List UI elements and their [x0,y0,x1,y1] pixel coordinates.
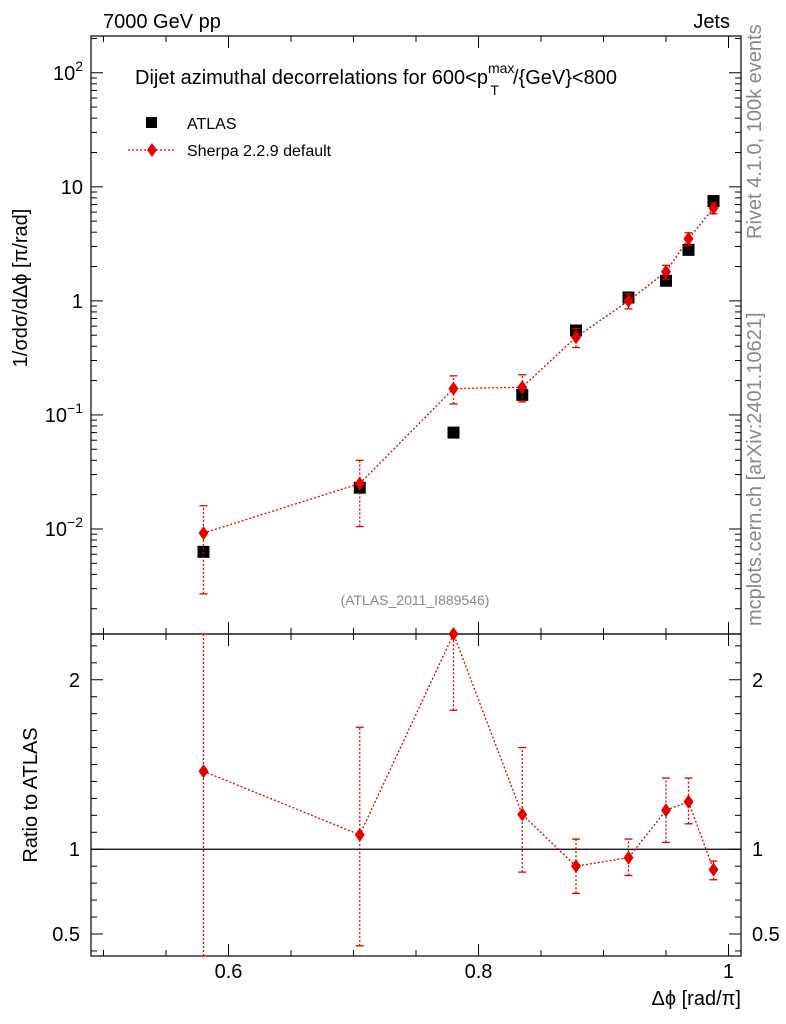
main-ylabel: 1/σdσ/dΔϕ [π/rad] [10,209,32,368]
atlas-point [447,426,460,439]
y-tick-label: 10 [61,177,83,199]
ratio-point [448,627,459,641]
ratio-point [198,764,209,779]
rivet-label: Rivet 4.1.0, 100k events [744,24,766,239]
ratio-point [517,807,528,822]
sherpa-point [661,264,671,279]
sherpa-point [708,201,719,216]
ratio-y-tick-label-right: 2 [752,670,763,692]
header-category: Jets [693,11,730,33]
y-tick-label: 10−2 [45,514,83,541]
ratio-frame [90,633,742,957]
analysis-watermark: (ATLAS_2011_I889546) [341,592,490,608]
legend-atlas-marker [146,117,157,128]
ratio-y-tick-label-right: 1 [752,839,763,861]
mcplots-label: mcplots.cern.ch [arXiv:2401.10621] [744,312,766,626]
atlas-point [682,243,695,256]
header-energy: 7000 GeV pp [103,11,221,33]
x-tick-label: 0.6 [215,961,243,983]
ratio-line [203,632,715,870]
atlas-point [707,195,720,208]
main-ticks: 10−2 10−1 1 10 102 [45,36,741,634]
legend-sherpa-label: Sherpa 2.2.9 default [187,143,332,160]
sherpa-point [354,476,365,491]
sherpa-point [448,381,459,396]
chart-title: Dijet azimuthal decorrelations for 600<p… [135,60,617,98]
legend-sherpa-marker [147,143,157,157]
sherpa-point [517,380,528,395]
sherpa-point [683,231,694,246]
ratio-ticks: 0.6 0.8 1 0.5 0.5 1 1 2 2 [52,634,780,983]
atlas-point [660,274,672,287]
y-tick-label: 10−1 [45,400,83,427]
y-tick-label: 102 [53,58,83,85]
ratio-y-tick-label-right: 0.5 [752,924,780,946]
main-data [197,195,720,595]
ratio-y-tick-label: 2 [69,670,80,692]
ratio-y-tick-label: 0.5 [52,924,80,946]
atlas-point [516,388,529,401]
sherpa-point [198,526,209,541]
y-tick-label: 1 [72,291,83,313]
ratio-point [354,827,365,842]
sherpa-point [571,330,581,345]
ratio-point [623,850,634,865]
ratio-ylabel: Ratio to ATLAS [20,727,42,862]
x-axis-label: Δϕ [rad/π] [652,988,742,1010]
ratio-y-tick-label: 1 [69,839,80,861]
sherpa-line [203,207,715,534]
ratio-data [198,627,719,957]
sherpa-point [623,293,634,308]
x-tick-label: 0.8 [465,961,493,983]
ratio-point [571,859,581,874]
x-tick-label: 1 [723,961,734,983]
ratio-point [683,794,694,809]
ratio-point [708,862,719,877]
legend: ATLAS Sherpa 2.2.9 default [128,116,332,160]
ratio-point [661,803,671,818]
legend-atlas-label: ATLAS [187,116,237,133]
